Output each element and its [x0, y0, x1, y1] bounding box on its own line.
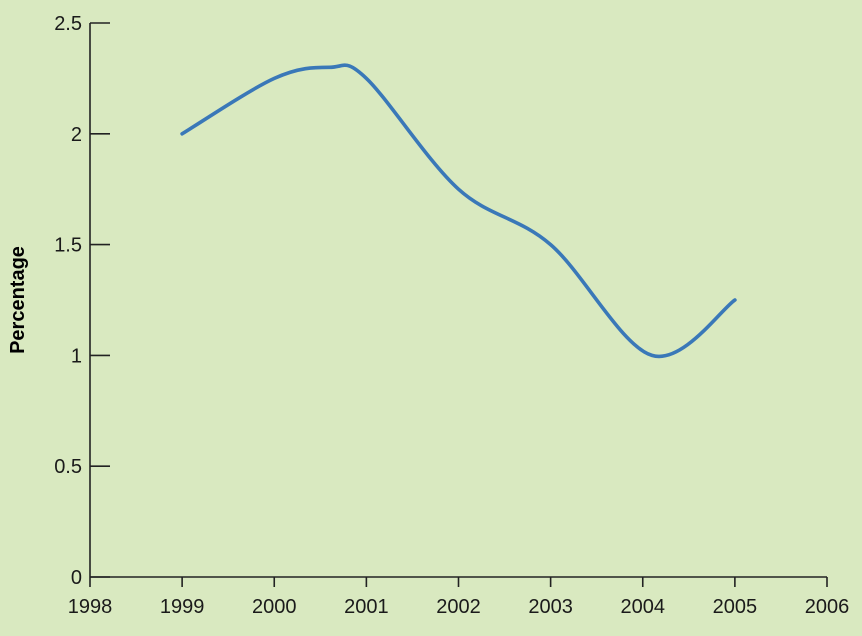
y-tick-label: 0.5 [54, 456, 82, 478]
y-tick-label: 1 [71, 345, 82, 367]
x-tick-label: 1999 [160, 596, 205, 618]
x-tick-label: 2005 [713, 596, 758, 618]
x-tick-label: 2001 [344, 596, 389, 618]
x-tick-label: 2004 [621, 596, 666, 618]
x-tick-label: 2000 [252, 596, 297, 618]
x-tick-label: 2002 [436, 596, 481, 618]
x-tick-label: 2006 [805, 596, 850, 618]
x-axis-ticks: 1998 1999 2000 2001 2002 2003 2004 2005 2006 [68, 577, 850, 618]
y-axis-ticks: 0 0.5 1 1.5 2 2.5 [54, 13, 110, 589]
x-tick-label: 1998 [68, 596, 113, 618]
y-tick-label: 2 [71, 124, 82, 146]
x-tick-label: 2003 [528, 596, 573, 618]
series-group [180, 63, 737, 359]
y-tick-label: 0 [71, 567, 82, 589]
y-axis-title: Percentage [7, 246, 29, 354]
y-tick-label: 2.5 [54, 13, 82, 35]
series-line [180, 63, 737, 359]
y-tick-label: 1.5 [54, 235, 82, 257]
